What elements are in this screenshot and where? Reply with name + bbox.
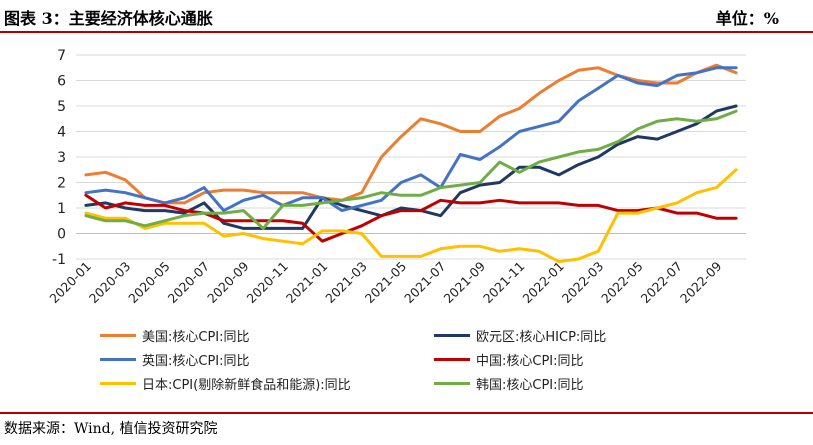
y-tick-label: 7 bbox=[57, 48, 66, 64]
legend-label: 英国:核心CPI:同比 bbox=[142, 353, 250, 369]
top-divider bbox=[0, 31, 813, 33]
legend-item: 韩国:核心CPI:同比 bbox=[434, 373, 584, 393]
legend-item: 中国:核心CPI:同比 bbox=[434, 349, 584, 369]
x-tick-label: 2021-05 bbox=[362, 259, 410, 307]
bottom-divider bbox=[0, 412, 813, 414]
x-tick-label: 2022-07 bbox=[638, 259, 686, 307]
legend: 美国:核心CPI:同比 欧元区:核心HICP:同比英国:核心CPI:同比 中国:核心… bbox=[0, 322, 813, 406]
y-tick-label: 6 bbox=[57, 74, 66, 90]
unit-label: 单位：% bbox=[715, 9, 779, 28]
y-tick-label: 2 bbox=[57, 176, 66, 192]
x-tick-label: 2021-11 bbox=[480, 259, 528, 307]
y-tick-label: 3 bbox=[57, 150, 66, 166]
legend-label: 中国:核心CPI:同比 bbox=[476, 353, 584, 369]
x-tick-label: 2021-03 bbox=[322, 259, 370, 307]
x-tick-label: 2020-07 bbox=[165, 259, 213, 307]
line-chart: -1012345672020-012020-032020-052020-0720… bbox=[46, 48, 746, 307]
y-tick-label: 4 bbox=[57, 125, 66, 141]
chart-title: 图表 3：主要经济体核心通胀 bbox=[4, 9, 213, 28]
legend-label: 美国:核心CPI:同比 bbox=[142, 329, 250, 345]
legend-label: 韩国:核心CPI:同比 bbox=[476, 377, 584, 393]
series-line-6 bbox=[84, 109, 738, 230]
legend-swatch bbox=[100, 381, 136, 385]
y-tick-label: 5 bbox=[57, 99, 66, 115]
x-tick-label: 2020-09 bbox=[204, 258, 252, 306]
x-tick-label: 2021-07 bbox=[401, 259, 449, 307]
legend-item: 日本:CPI(剔除新鲜食品和能源):同比 bbox=[100, 373, 351, 393]
series-line-4 bbox=[84, 193, 738, 243]
x-tick-label: 2020-05 bbox=[125, 259, 173, 307]
source-note: 数据来源：Wind, 植信投资研究院 bbox=[4, 421, 218, 437]
x-tick-label: 2022-03 bbox=[559, 259, 607, 307]
x-tick-label: 2022-09 bbox=[677, 258, 725, 306]
y-tick-label: 0 bbox=[57, 227, 66, 243]
legend-swatch bbox=[100, 333, 136, 337]
series-line-5 bbox=[84, 168, 738, 264]
x-tick-label: 2022-01 bbox=[519, 259, 567, 307]
legend-swatch bbox=[100, 357, 136, 361]
legend-swatch bbox=[434, 357, 470, 361]
legend-label: 日本:CPI(剔除新鲜食品和能源):同比 bbox=[142, 377, 351, 393]
x-tick-label: 2021-09 bbox=[441, 258, 489, 306]
y-tick-label: 1 bbox=[57, 201, 66, 217]
x-tick-label: 2020-11 bbox=[243, 259, 291, 307]
y-tick-label: -1 bbox=[52, 252, 66, 268]
x-tick-label: 2022-05 bbox=[598, 259, 646, 307]
legend-item: 欧元区:核心HICP:同比 bbox=[434, 325, 606, 345]
legend-item: 英国:核心CPI:同比 bbox=[100, 349, 250, 369]
legend-label: 欧元区:核心HICP:同比 bbox=[476, 329, 607, 345]
x-tick-label: 2020-03 bbox=[86, 259, 134, 307]
series-line-3 bbox=[84, 66, 738, 213]
header: 图表 3：主要经济体核心通胀 单位：% bbox=[0, 0, 813, 32]
legend-item: 美国:核心CPI:同比 bbox=[100, 325, 250, 345]
legend-swatch bbox=[434, 381, 470, 385]
x-tick-label: 2021-01 bbox=[283, 259, 331, 307]
legend-swatch bbox=[434, 333, 470, 337]
